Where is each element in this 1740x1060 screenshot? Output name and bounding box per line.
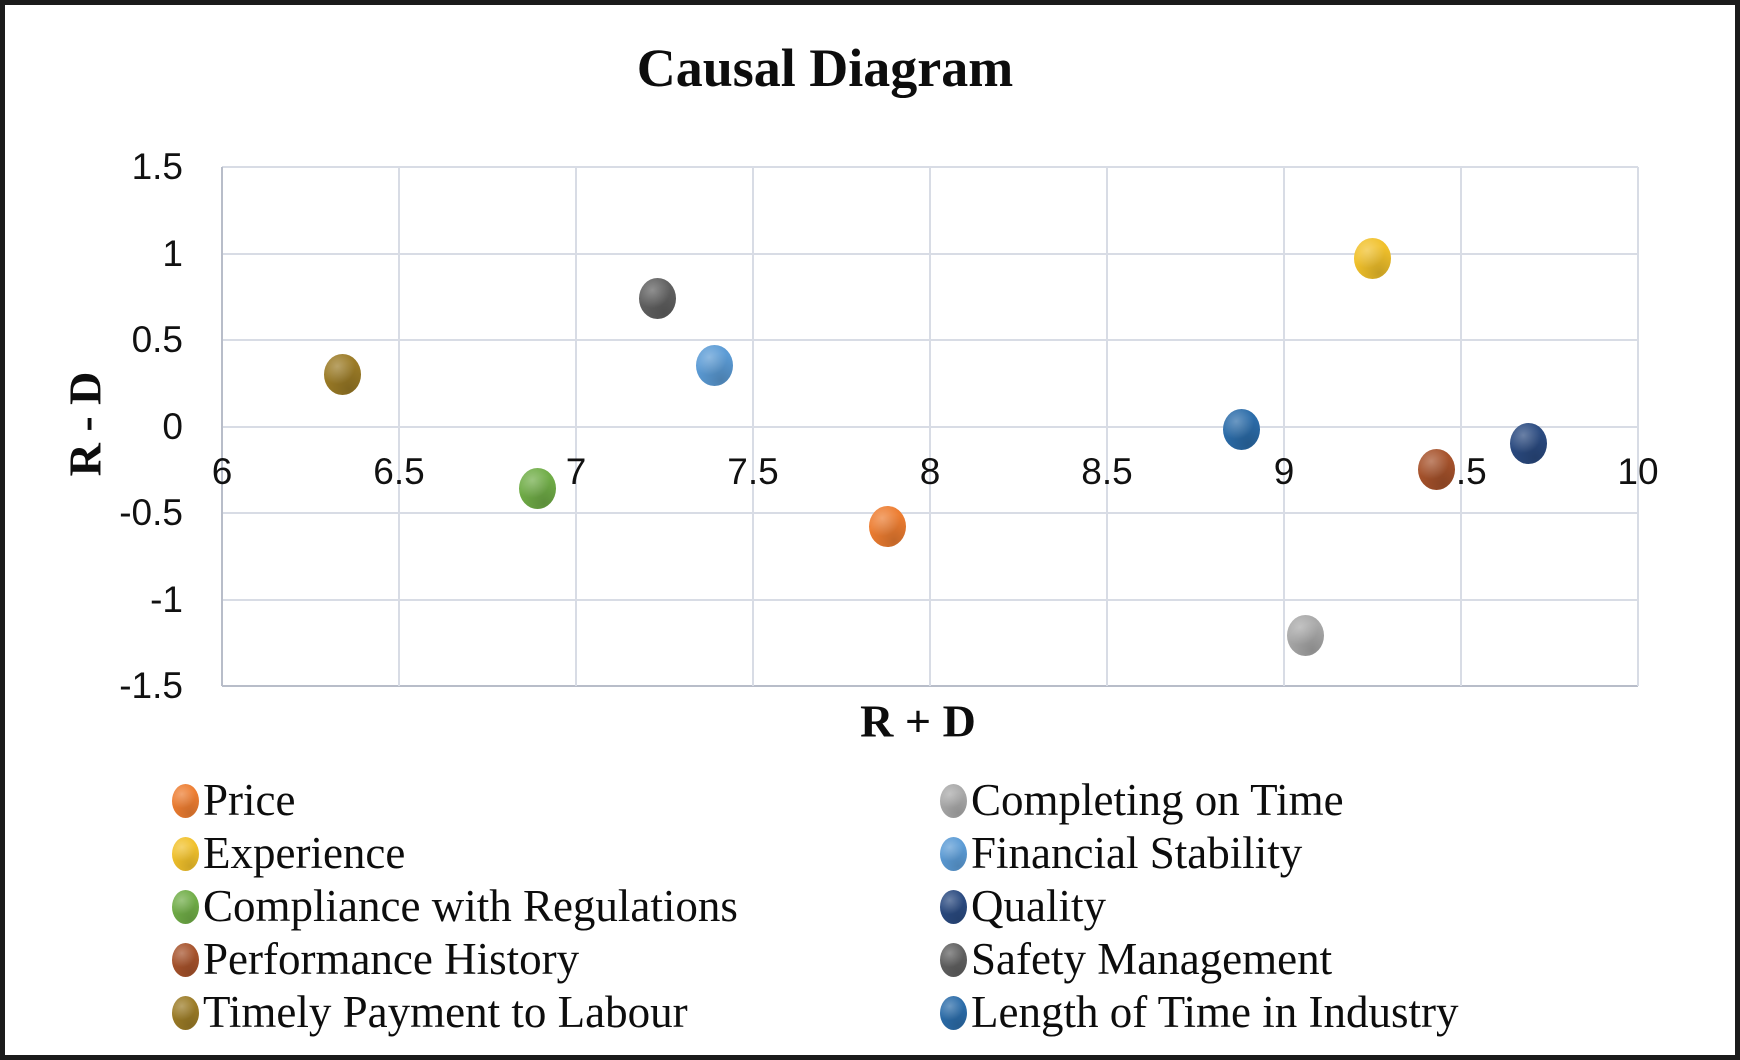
x-tick-label: 6.5 (373, 451, 425, 492)
legend-label-timely-payment-to-labour: Timely Payment to Labour (203, 987, 688, 1037)
gridline-x-6 (221, 167, 223, 686)
legend-label-financial-stability: Financial Stability (971, 828, 1303, 878)
legend-marker-financial-stability-icon (940, 837, 967, 871)
gridline-x-6.5 (398, 167, 400, 686)
gridline-y--1.5 (222, 685, 1638, 687)
legend-marker-length-of-time-in-industry-icon (940, 996, 967, 1030)
gridline-x-9.5 (1460, 167, 1462, 686)
y-tick-label: 1 (162, 232, 183, 274)
legend-label-price: Price (203, 775, 296, 825)
x-tick-label: 6 (211, 451, 233, 492)
y-tick-label: 0 (162, 405, 183, 447)
point-safety-management (638, 277, 676, 319)
legend-label-safety-management: Safety Management (971, 934, 1333, 984)
legend-label-performance-history: Performance History (203, 934, 580, 984)
y-tick-label: 1.5 (131, 146, 183, 187)
point-completing-on-time (1286, 615, 1324, 657)
legend-label-compliance-with-regulations: Compliance with Regulations (203, 881, 738, 931)
x-axis-title: R + D (860, 695, 976, 747)
y-tick-label: -0.5 (119, 492, 183, 533)
x-tick-label: 8 (919, 451, 941, 492)
point-price (869, 506, 907, 548)
gridline-x-9 (1283, 167, 1285, 686)
point-experience (1354, 238, 1391, 280)
y-tick-label: -1 (150, 578, 183, 620)
gridline-x-7.5 (752, 167, 754, 686)
point-timely-payment-to-labour (323, 354, 361, 396)
point-length-of-time-in-industry (1223, 409, 1261, 451)
x-tick-label: 9 (1273, 451, 1295, 492)
legend-label-quality: Quality (971, 881, 1106, 931)
x-tick-label: 7 (565, 451, 587, 492)
legend: Price Completing on Time Experience Financi… (5, 5, 1735, 1055)
gridline-x-7 (575, 167, 577, 686)
point-quality (1509, 423, 1547, 465)
gridline-x-10 (1637, 167, 1639, 686)
legend-marker-price-icon (172, 784, 199, 818)
point-compliance-with-regulations (518, 468, 556, 510)
plot-area: 1.5 1 0.5 0 -0.5 -1 -1.5 6 6.5 7 7.5 8 8.5 9 9.5 10 (5, 5, 1735, 1055)
legend-marker-performance-history-icon (172, 943, 199, 977)
gridline-x-8.5 (1106, 167, 1108, 686)
point-financial-stability (695, 345, 733, 387)
point-performance-history (1417, 449, 1455, 491)
legend-marker-experience-icon (172, 837, 199, 871)
legend-marker-safety-management-icon (940, 943, 967, 977)
legend-marker-compliance-with-regulations-icon (172, 890, 199, 924)
legend-marker-timely-payment-to-labour-icon (172, 996, 199, 1030)
gridline-x-8 (929, 167, 931, 686)
y-tick-label: -1.5 (119, 665, 183, 706)
legend-marker-quality-icon (940, 890, 967, 924)
x-tick-label: 10 (1617, 451, 1659, 492)
x-tick-label: 7.5 (727, 451, 779, 492)
chart-title: Causal Diagram (636, 38, 1014, 98)
legend-label-length-of-time-in-industry: Length of Time in Industry (971, 987, 1459, 1037)
x-tick-label: 8.5 (1081, 451, 1133, 492)
y-tick-label: 0.5 (131, 319, 183, 360)
legend-label-completing-on-time: Completing on Time (971, 775, 1344, 825)
legend-label-experience: Experience (203, 828, 406, 878)
legend-marker-completing-on-time-icon (940, 784, 967, 818)
